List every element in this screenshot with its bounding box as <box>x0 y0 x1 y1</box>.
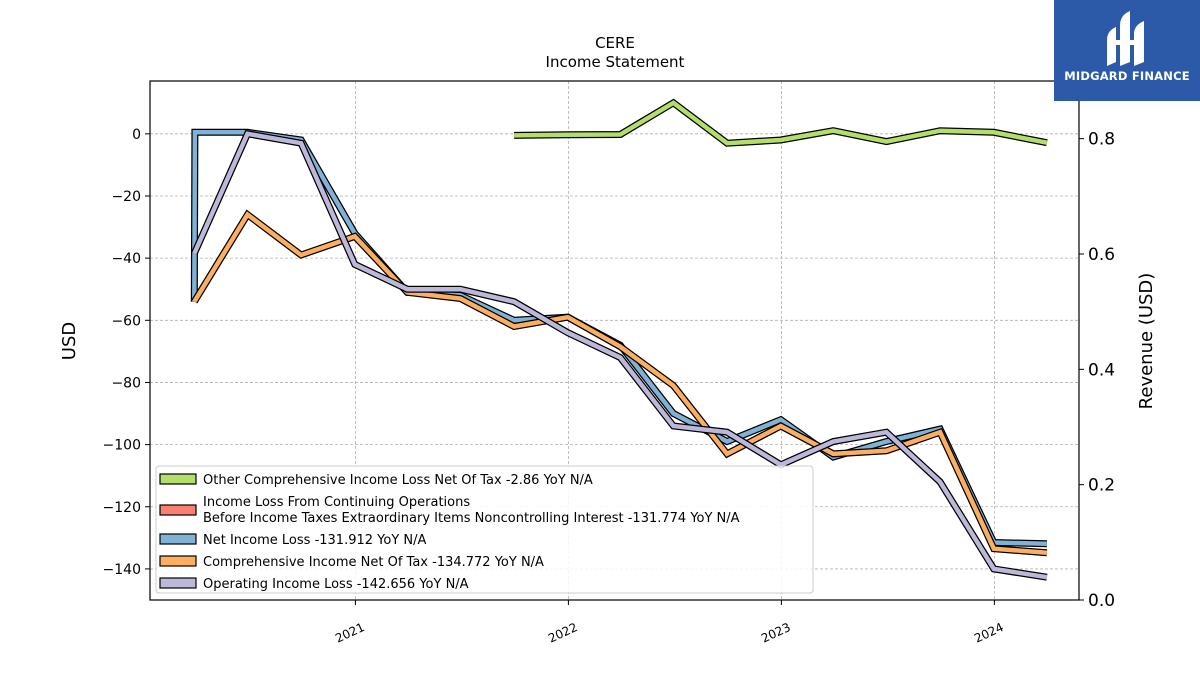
y-tick-label: −40 <box>111 251 141 267</box>
x-tick-label: 2023 <box>759 620 793 646</box>
x-tick-label: 2021 <box>333 620 367 646</box>
y-right-tick-label: 0.4 <box>1088 360 1115 380</box>
x-tick-label: 2022 <box>546 620 580 646</box>
y-right-tick-label: 0.0 <box>1088 591 1115 611</box>
legend-label: Net Income Loss -131.912 YoY N/A <box>203 533 426 548</box>
series-line-other-comprehensive-income-loss-net-of-tax <box>514 100 1048 146</box>
y-right-tick-label: 0.6 <box>1088 245 1115 265</box>
y-axis-right-label: Revenue (USD) <box>1136 273 1157 410</box>
legend-label: Income Loss From Continuing Operations <box>203 495 470 510</box>
y-tick-label: −120 <box>103 500 141 516</box>
series-lines <box>190 98 1048 581</box>
legend-label: Operating Income Loss -142.656 YoY N/A <box>203 577 469 592</box>
legend-swatch <box>159 504 197 516</box>
chart-title: CERE <box>595 34 635 52</box>
brand-name: MIDGARD FINANCE <box>1064 69 1190 83</box>
series-outline-other-comprehensive-income-loss-net-of-tax <box>514 98 1048 147</box>
legend-swatch <box>159 555 197 567</box>
chart-subtitle: Income Statement <box>546 53 685 71</box>
y-tick-label: −60 <box>111 313 141 329</box>
legend-label: Before Income Taxes Extraordinary Items … <box>203 511 740 526</box>
y-right-tick-label: 0.2 <box>1088 476 1115 496</box>
y-axis-label: USD <box>59 322 80 360</box>
midgard-logo-icon <box>1107 11 1144 66</box>
legend-box <box>155 465 814 594</box>
series-line-operating-income-loss <box>192 131 1048 580</box>
plot-frame <box>149 80 1080 601</box>
legend-label: Comprehensive Income Net Of Tax -134.772… <box>203 555 544 570</box>
legend: Other Comprehensive Income Loss Net Of T… <box>155 465 814 594</box>
y-tick-label: −20 <box>111 189 141 205</box>
legend-swatch <box>159 577 197 589</box>
legend-swatch <box>159 473 197 485</box>
y-tick-label: 0 <box>132 127 141 143</box>
brand-logo: MIDGARD FINANCE <box>1054 0 1200 101</box>
y-right-tick-label: 0.8 <box>1088 130 1115 150</box>
y-tick-label: −100 <box>103 438 141 454</box>
x-tick-label: 2024 <box>972 620 1006 646</box>
legend-swatch <box>159 533 197 545</box>
legend-label: Other Comprehensive Income Loss Net Of T… <box>203 473 593 488</box>
y-tick-label: −80 <box>111 375 141 391</box>
y-tick-label: −140 <box>103 562 141 578</box>
